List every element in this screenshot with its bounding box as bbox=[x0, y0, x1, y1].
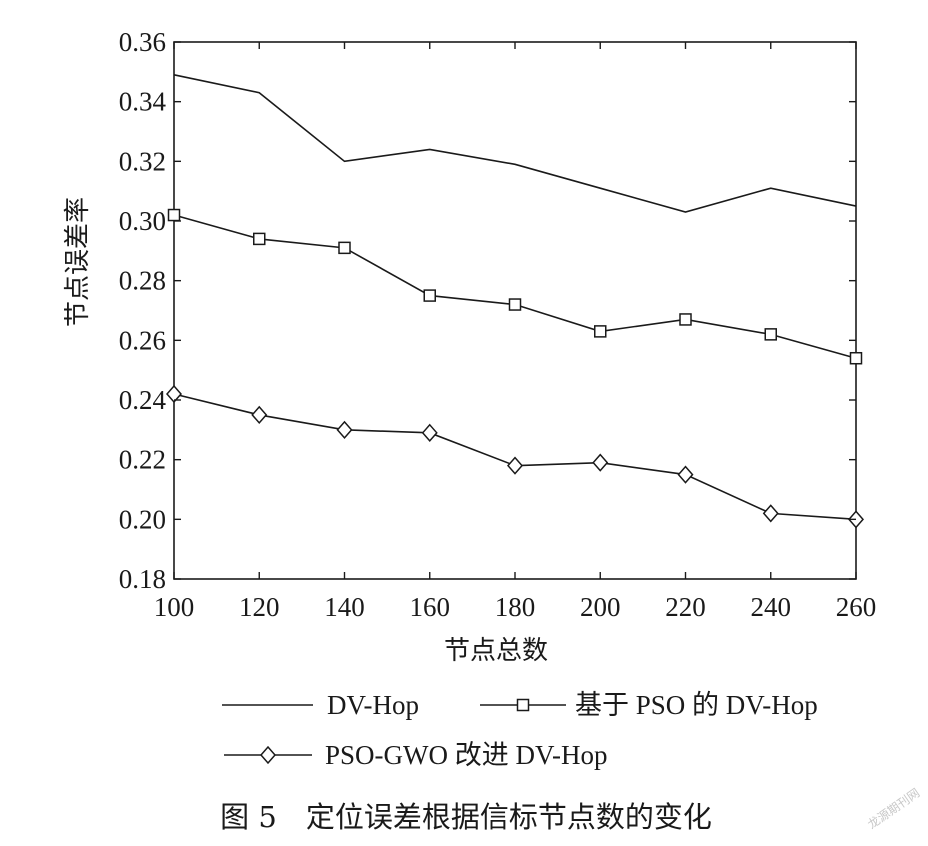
series-2-point bbox=[338, 241, 351, 255]
x-tick-label: 160 bbox=[410, 592, 451, 622]
series-2-point bbox=[849, 351, 863, 365]
x-tick-label: 220 bbox=[665, 592, 706, 622]
series-3-point bbox=[421, 423, 438, 442]
watermark: 龙源期刊网 bbox=[865, 786, 922, 832]
y-tick-label: 0.36 bbox=[119, 27, 166, 57]
y-axis-title: 节点误差率 bbox=[63, 197, 93, 327]
series-3-point bbox=[677, 465, 694, 484]
series-2-point bbox=[594, 325, 607, 338]
x-tick-label: 100 bbox=[154, 592, 195, 622]
series-3-point bbox=[592, 453, 609, 472]
x-tick-label: 140 bbox=[324, 592, 365, 622]
x-tick-label: 200 bbox=[580, 592, 621, 622]
y-tick-label: 0.20 bbox=[119, 504, 166, 534]
series-lines bbox=[166, 74, 864, 529]
legend-label-3: PSO-GWO 改进 DV-Hop bbox=[325, 740, 608, 770]
y-tick-label: 0.34 bbox=[119, 87, 167, 117]
series-3-point bbox=[251, 405, 268, 425]
series-2-point bbox=[508, 298, 522, 311]
legend-label-2: 基于 PSO 的 DV-Hop bbox=[575, 690, 818, 720]
y-tick-label: 0.22 bbox=[119, 445, 166, 475]
x-axis-title: 节点总数 bbox=[444, 636, 548, 666]
legend-marker-3 bbox=[260, 745, 276, 765]
series-2-point bbox=[764, 328, 777, 341]
x-tick-label: 120 bbox=[239, 592, 280, 622]
x-tick-label: 240 bbox=[751, 592, 792, 622]
series-3-point bbox=[336, 420, 353, 439]
series-2-point bbox=[167, 208, 181, 222]
y-tick-label: 0.18 bbox=[119, 564, 166, 594]
series-line-2 bbox=[173, 214, 857, 360]
series-3-point bbox=[166, 384, 182, 404]
axis-ticks: 100 120 140 160 180 200 220 240 260 0.18 0.20 0.22 0… bbox=[119, 27, 877, 622]
series-line-1 bbox=[173, 74, 857, 213]
y-tick-label: 0.32 bbox=[119, 146, 166, 176]
legend-label-1: DV-Hop bbox=[327, 690, 419, 720]
x-tick-label: 180 bbox=[495, 592, 536, 622]
y-tick-label: 0.26 bbox=[119, 325, 166, 355]
series-3-point bbox=[762, 504, 779, 523]
series-2-point bbox=[423, 289, 436, 302]
y-tick-label: 0.28 bbox=[119, 266, 166, 296]
series-3-point bbox=[507, 456, 523, 475]
series-2-point bbox=[253, 232, 266, 246]
legend-marker-2 bbox=[516, 698, 530, 712]
series-2-point bbox=[679, 313, 692, 326]
x-tick-label: 260 bbox=[836, 592, 877, 622]
legend: DV-Hop 基于 PSO 的 DV-Hop PSO-GWO 改进 DV-Hop bbox=[222, 690, 818, 770]
figure-caption: 图 5 定位误差根据信标节点数的变化 bbox=[220, 800, 712, 834]
y-tick-label: 0.30 bbox=[119, 206, 166, 236]
y-tick-label: 0.24 bbox=[119, 385, 167, 415]
